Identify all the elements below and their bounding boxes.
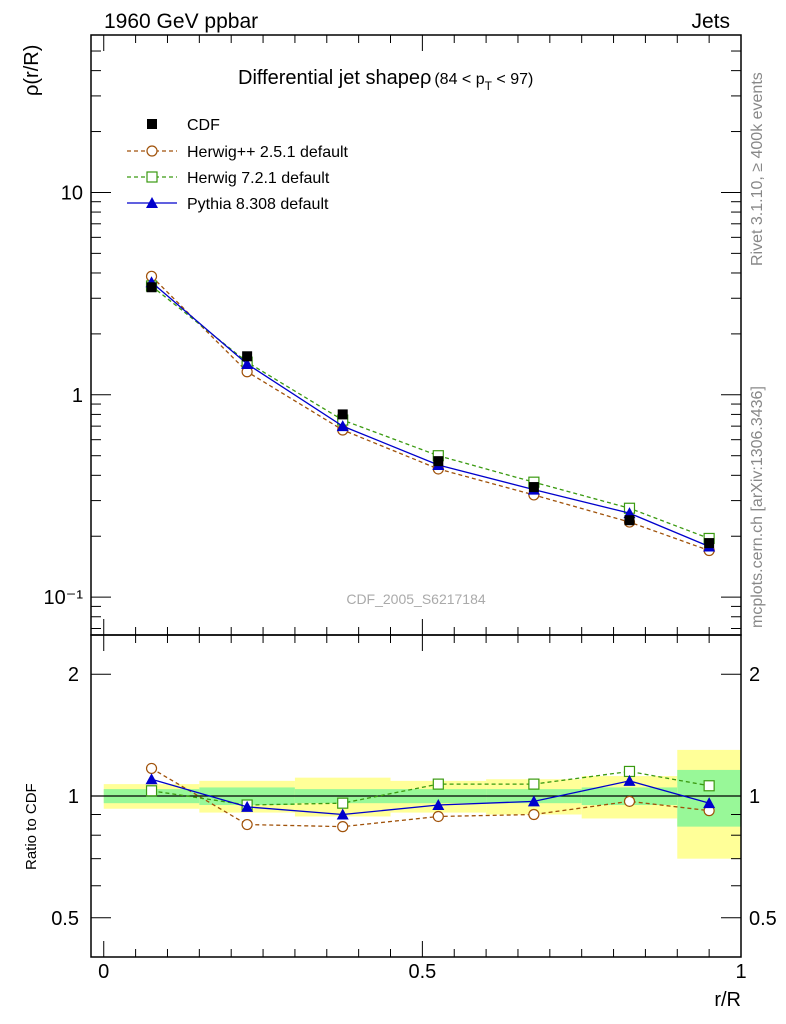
header-energy: 1960 GeV ppbar: [104, 10, 258, 33]
x-tick-label: 1: [735, 961, 746, 983]
series-point: [336, 420, 349, 432]
y-tick-label: 10: [61, 182, 83, 204]
ratio-point: [432, 810, 444, 823]
ratio-point: [703, 780, 715, 792]
ratio-point: [337, 821, 349, 833]
data-point: [242, 351, 253, 362]
data-point: [433, 456, 444, 467]
ratio-point: [432, 778, 444, 790]
ratio-point: [703, 797, 716, 809]
ratio-tick-label: 2: [68, 664, 79, 686]
y-axis-label: ρ(r/R): [21, 45, 43, 96]
ratio-point: [527, 795, 540, 807]
side-label-mcplots: mcplots.cern.ch [arXiv:1306.3436]: [749, 386, 766, 628]
legend-label-herwigpp: Herwig++ 2.5.1 default: [187, 144, 349, 161]
data-point: [704, 538, 715, 549]
watermark: CDF_2005_S6217184: [346, 591, 486, 607]
ratio-point: [432, 799, 445, 811]
header-process: Jets: [691, 10, 730, 33]
data-point: [337, 409, 348, 420]
legend-label-herwig7: Herwig 7.2.1 default: [187, 170, 330, 187]
ratio-point: [623, 795, 636, 807]
ratio-tick-label: 0.5: [51, 908, 79, 930]
ratio-tick-label-right: 0.5: [749, 908, 777, 930]
ratio-point: [528, 778, 540, 790]
legend-marker-herwig7: [146, 171, 158, 183]
data-point: [528, 482, 539, 493]
chart-title: Differential jet shapeρ (84 < pT < 97): [238, 67, 533, 93]
ratio-tick-label-right: 2: [749, 664, 760, 686]
ratio-point: [145, 773, 158, 785]
ratio-tick-label-right: 1: [749, 786, 760, 808]
data-point: [146, 282, 157, 293]
y-tick-label: 10⁻¹: [44, 587, 84, 609]
legend: CDF Herwig++ 2.5.1 default Herwig 7.2.1 …: [127, 117, 349, 213]
legend-label-pythia: Pythia 8.308 default: [187, 196, 329, 213]
y-tick-label: 1: [72, 385, 83, 407]
data-point: [624, 515, 635, 526]
x-axis-label: r/R: [714, 989, 741, 1011]
ratio-point: [241, 800, 254, 812]
ratio-point: [337, 797, 349, 809]
ratio-plot: 0.5 0.5 1 1 2 2 0 0.5 1 Ratio to CDF r/R: [23, 634, 777, 1011]
legend-label-cdf: CDF: [187, 117, 220, 134]
ratio-point: [241, 818, 253, 831]
legend-marker-herwigpp: [146, 145, 158, 157]
main-plot: 10⁻¹ 1 10 Differential jet shapeρ (84 < pT …: [21, 34, 742, 636]
legend-marker-pythia: [146, 197, 158, 208]
ratio-tick-label: 1: [68, 786, 79, 808]
series-point: [241, 357, 254, 369]
series-line: [151, 285, 710, 540]
x-tick-label: 0: [98, 961, 109, 983]
ratio-axis-label: Ratio to CDF: [23, 783, 40, 870]
ratio-point: [623, 774, 636, 786]
ratio-point: [145, 762, 158, 775]
ratio-point: [145, 785, 158, 797]
x-tick-label: 0.5: [408, 961, 436, 983]
ratio-point: [336, 808, 349, 820]
ratio-point: [528, 808, 540, 821]
legend-marker-cdf: [147, 119, 157, 129]
side-label-rivet: Rivet 3.1.10, ≥ 400k events: [749, 72, 766, 266]
